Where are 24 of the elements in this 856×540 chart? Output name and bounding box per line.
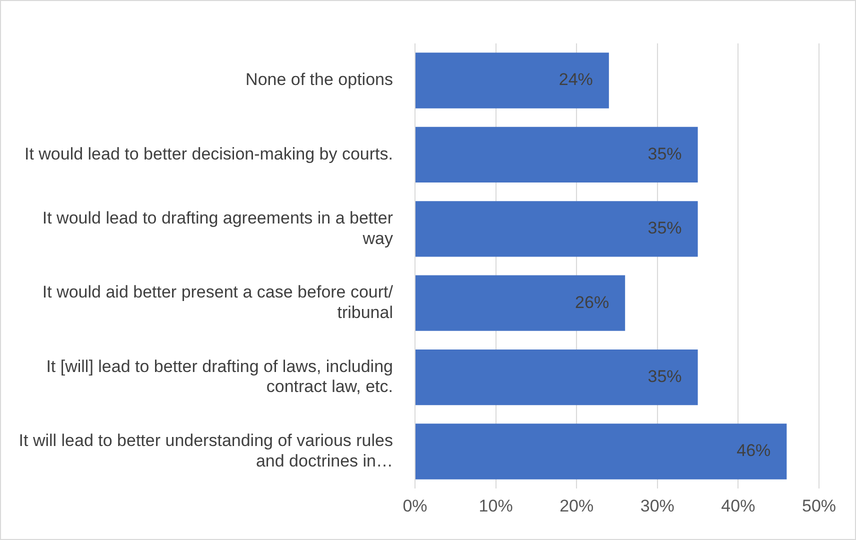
y-tick-label: It [will] lead to better drafting of laws, including contract law, etc. xyxy=(46,356,393,396)
y-tick-label: It would lead to better decision-making by courts. xyxy=(24,144,393,164)
y-tick-label: It would lead to drafting agreements in a better way xyxy=(42,208,394,248)
x-tick-label: 50% xyxy=(802,496,836,516)
x-tick-label: 10% xyxy=(478,496,513,516)
data-label: 24% xyxy=(558,70,593,90)
bar xyxy=(416,349,698,406)
data-label: 35% xyxy=(648,144,682,164)
x-tick-label: 0% xyxy=(402,496,428,516)
bar xyxy=(416,201,698,257)
x-tick-label: 30% xyxy=(640,496,674,516)
bar xyxy=(416,126,698,183)
data-label: 35% xyxy=(648,218,682,238)
bar xyxy=(416,275,626,331)
data-label: 35% xyxy=(648,366,682,386)
x-tick-label: 40% xyxy=(721,496,756,516)
y-tick-label: It will lead to better understanding of various rules and doctrines in… xyxy=(18,430,393,470)
data-label: 26% xyxy=(575,292,610,312)
y-tick-label: None of the options xyxy=(246,70,393,90)
x-tick-label: 20% xyxy=(560,496,594,516)
bar xyxy=(416,52,609,108)
data-label: 46% xyxy=(736,441,771,460)
y-tick-label: It would aid better present a case before court/ tribunal xyxy=(42,282,394,322)
bar xyxy=(416,424,787,480)
